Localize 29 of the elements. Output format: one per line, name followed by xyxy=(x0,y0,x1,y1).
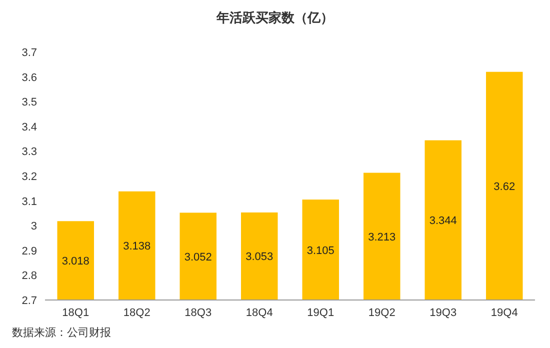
data-label: 3.053 xyxy=(246,251,274,264)
y-tick-label: 3.6 xyxy=(22,72,37,84)
data-label: 3.62 xyxy=(494,180,516,193)
x-tick-label: 19Q1 xyxy=(307,307,334,319)
y-tick-label: 3 xyxy=(30,220,37,233)
y-tick-label: 2.8 xyxy=(22,270,37,282)
x-tick-label: 19Q4 xyxy=(490,307,518,319)
x-tick-label: 18Q2 xyxy=(123,307,150,319)
source-note: 数据来源：公司财报 xyxy=(12,326,111,339)
y-tick-label: 3.2 xyxy=(22,171,37,183)
data-label: 3.344 xyxy=(429,215,457,228)
x-tick-label: 18Q3 xyxy=(184,307,212,319)
data-label: 3.105 xyxy=(306,244,334,257)
x-tick-label: 19Q3 xyxy=(430,307,457,319)
data-label: 3.213 xyxy=(368,231,396,244)
chart-title: 年活跃买家数（亿） xyxy=(216,10,334,25)
y-tick-label: 3.3 xyxy=(22,146,37,158)
y-tick-label: 2.9 xyxy=(22,245,37,258)
y-tick-label: 3.7 xyxy=(22,47,37,59)
y-tick-label: 3.1 xyxy=(22,196,37,208)
x-tick-label: 19Q2 xyxy=(368,307,396,319)
y-tick-label: 2.7 xyxy=(22,295,37,307)
y-tick-label: 3.4 xyxy=(22,121,37,134)
data-label: 3.052 xyxy=(184,251,212,264)
x-tick-label: 18Q4 xyxy=(246,307,273,319)
y-tick-label: 3.5 xyxy=(22,96,37,109)
data-label: 3.018 xyxy=(62,256,90,268)
data-label: 3.138 xyxy=(123,240,151,253)
x-tick-label: 18Q1 xyxy=(62,307,90,319)
